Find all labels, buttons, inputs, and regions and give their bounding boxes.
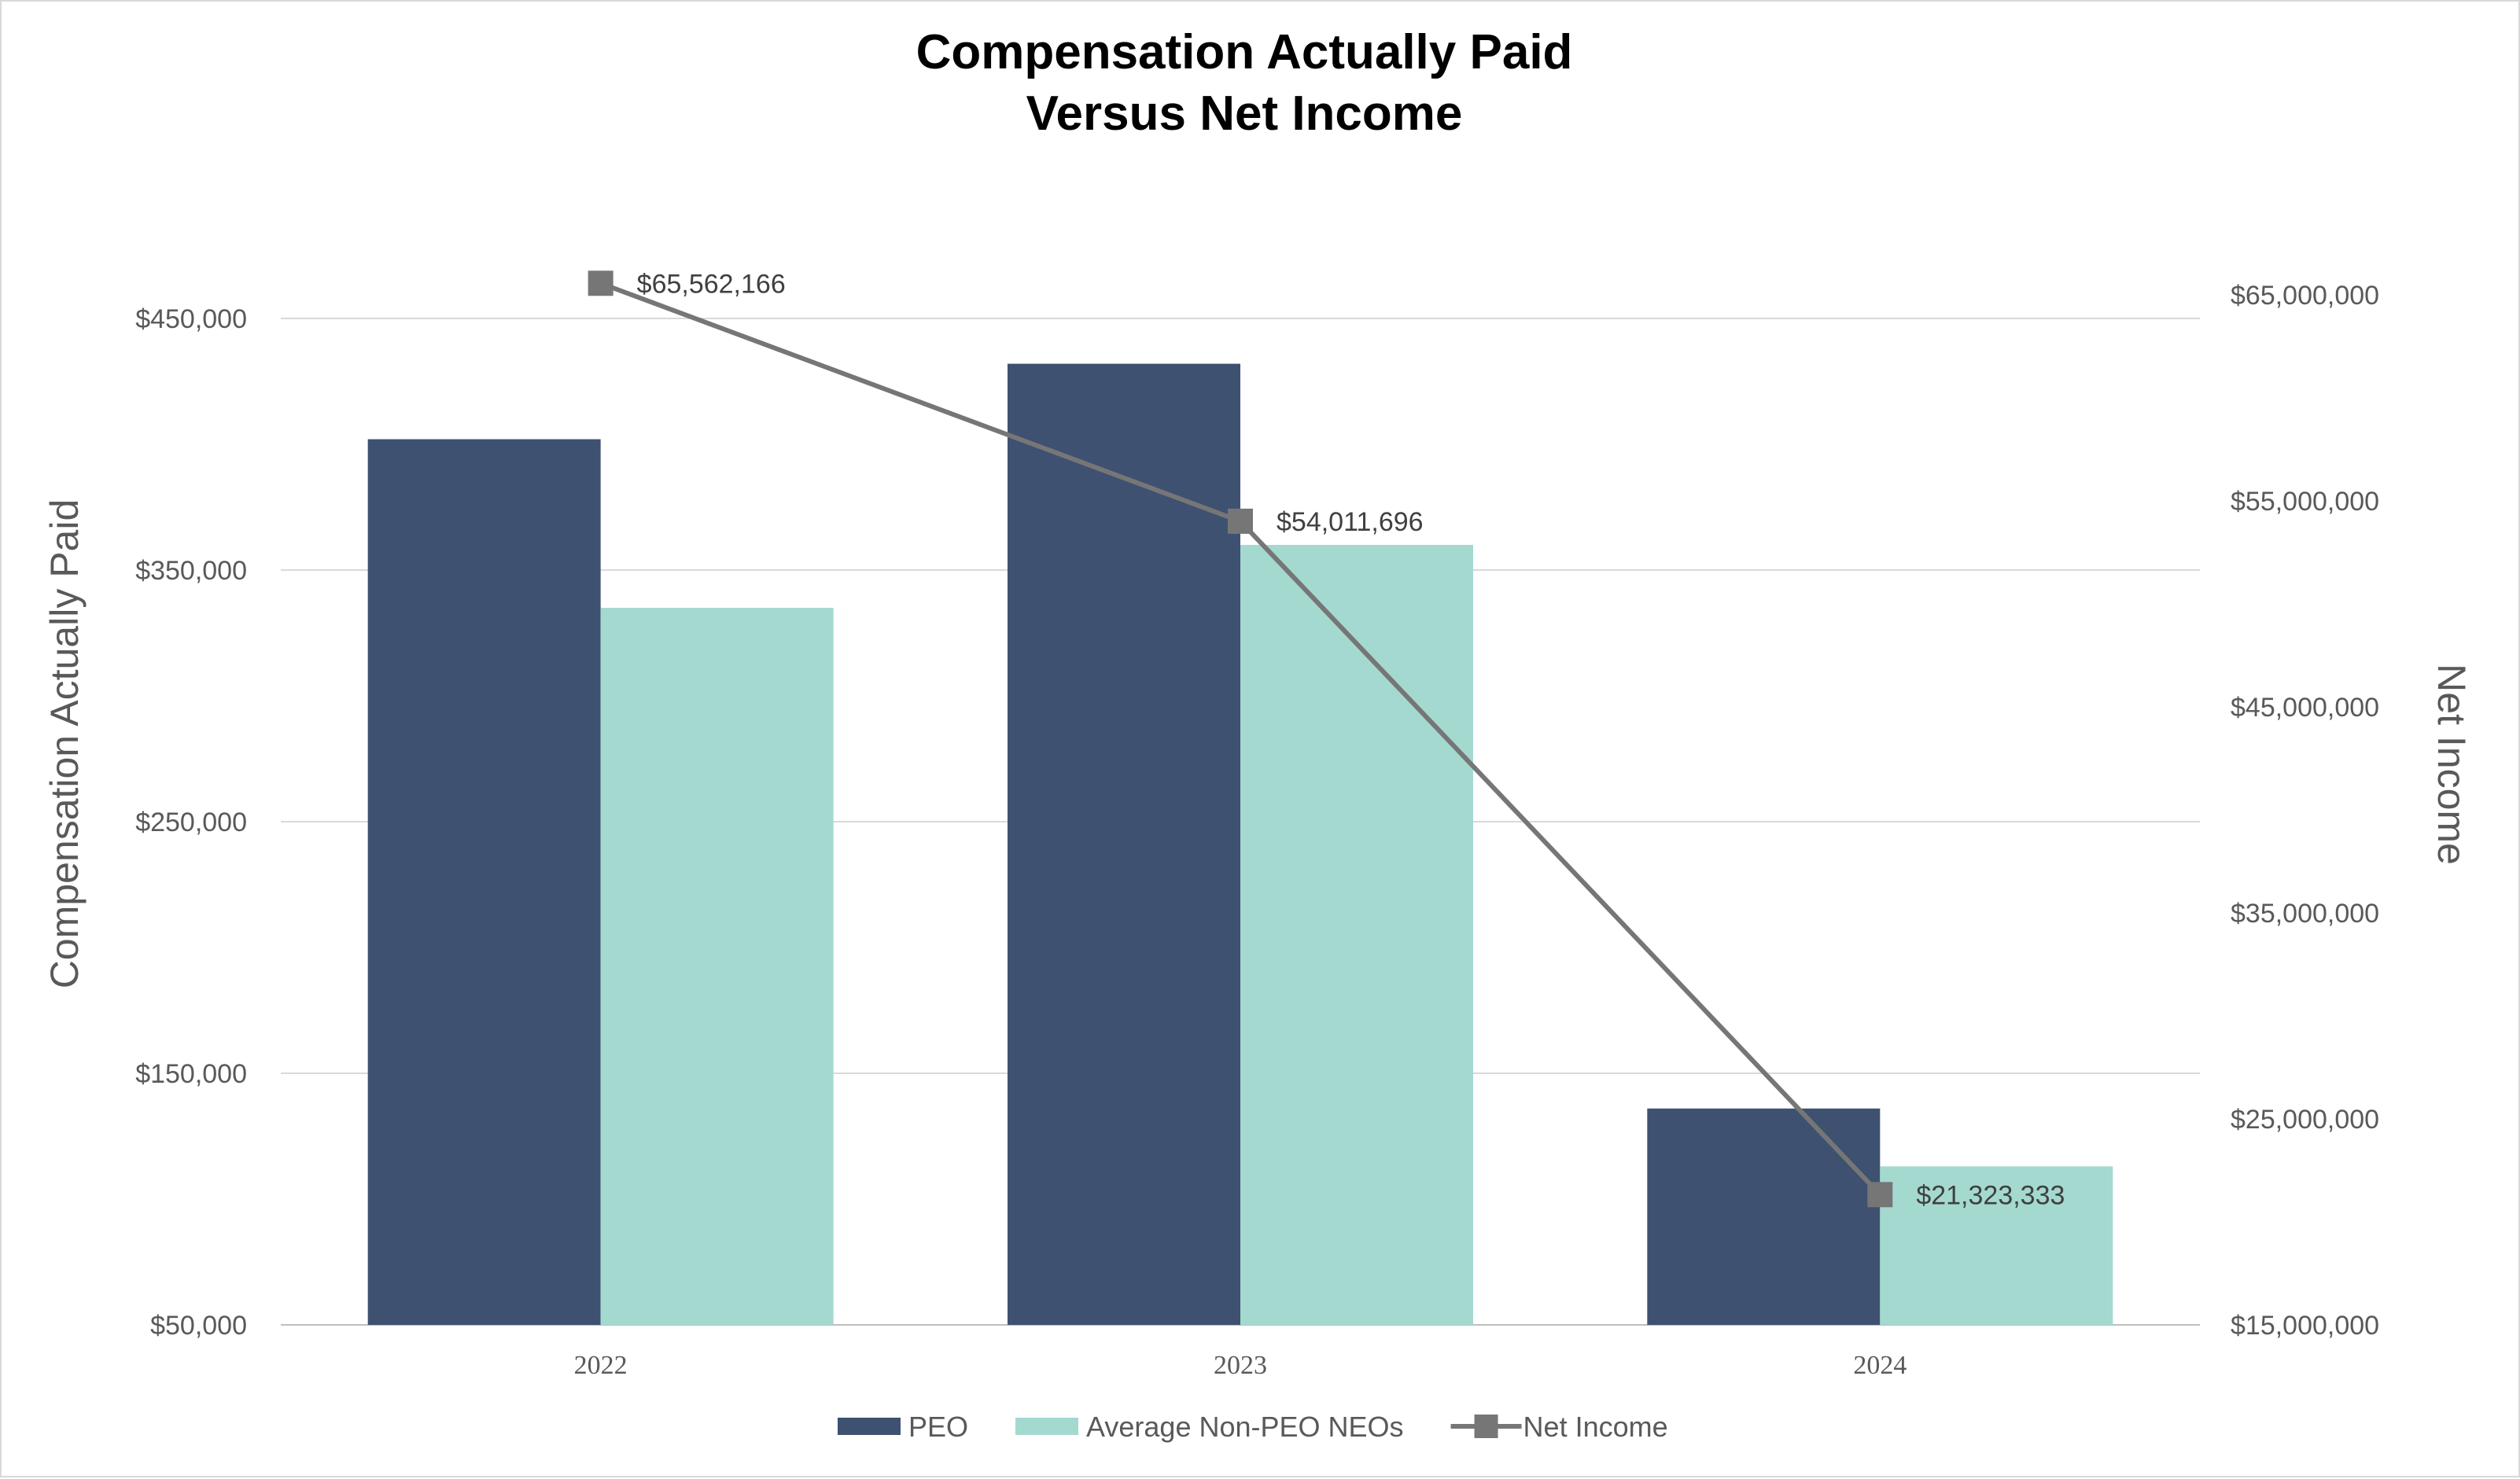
legend-label: Net Income <box>1523 1411 1668 1443</box>
y-tick-label: $250,000 <box>135 808 247 837</box>
y2-axis-ticks: $15,000,000 $25,000,000 $35,000,000 $45,000… <box>2231 281 2379 1341</box>
legend: PEO Average Non-PEO NEOs Net Income <box>838 1411 1668 1443</box>
legend-item: PEO <box>838 1411 968 1443</box>
chart-title-line-2: Versus Net Income <box>1026 86 1463 141</box>
net-income-series: $65,562,166 $54,011,696 $21,323,333 <box>588 269 2065 1210</box>
legend-label: PEO <box>908 1411 968 1443</box>
net-income-data-label: $21,323,333 <box>1916 1180 2065 1210</box>
y2-tick-label: $55,000,000 <box>2231 487 2379 517</box>
y-tick-label: $150,000 <box>135 1059 247 1089</box>
y2-tick-label: $25,000,000 <box>2231 1105 2379 1135</box>
legend-marker <box>1474 1415 1498 1438</box>
x-tick-label: 2022 <box>574 1351 628 1380</box>
net-income-marker <box>1228 508 1253 534</box>
net-income-marker <box>1867 1182 1893 1208</box>
y-tick-label: $450,000 <box>135 304 247 334</box>
y2-tick-label: $65,000,000 <box>2231 281 2379 311</box>
x-tick-label: 2023 <box>1214 1351 1267 1380</box>
bar-peo-2023 <box>1008 363 1240 1326</box>
bar-average-non-peo-neos-2023 <box>1240 545 1473 1325</box>
legend-label: Average Non-PEO NEOs <box>1086 1411 1404 1443</box>
chart-title-line-1: Compensation Actually Paid <box>916 25 1573 79</box>
bar-peo-2022 <box>367 439 601 1325</box>
y2-tick-label: $15,000,000 <box>2231 1311 2379 1341</box>
legend-swatch <box>838 1418 901 1435</box>
bar-average-non-peo-neos-2022 <box>600 608 834 1325</box>
x-axis-ticks: 2022 2023 2024 <box>574 1351 1907 1380</box>
legend-item: Average Non-PEO NEOs <box>1015 1411 1404 1443</box>
y-tick-label: $50,000 <box>150 1311 247 1341</box>
bar-peo-2024 <box>1647 1108 1881 1325</box>
y-tick-label: $350,000 <box>135 556 247 586</box>
bar-average-non-peo-neos-2024 <box>1880 1166 2113 1325</box>
y2-axis-title: Net Income <box>2430 664 2474 865</box>
x-tick-label: 2024 <box>1853 1351 1907 1380</box>
net-income-data-label: $54,011,696 <box>1277 507 1424 537</box>
y2-tick-label: $35,000,000 <box>2231 899 2379 929</box>
bars <box>367 363 2113 1326</box>
net-income-data-label: $65,562,166 <box>637 269 786 299</box>
y2-tick-label: $45,000,000 <box>2231 693 2379 723</box>
y-axis-title: Compensation Actually Paid <box>42 499 87 989</box>
legend-item: Net Income <box>1450 1411 1668 1443</box>
y-axis-ticks: $50,000 $150,000 $250,000 $350,000 $450,000 <box>135 304 247 1341</box>
legend-swatch <box>1015 1418 1079 1435</box>
net-income-marker <box>588 270 613 296</box>
